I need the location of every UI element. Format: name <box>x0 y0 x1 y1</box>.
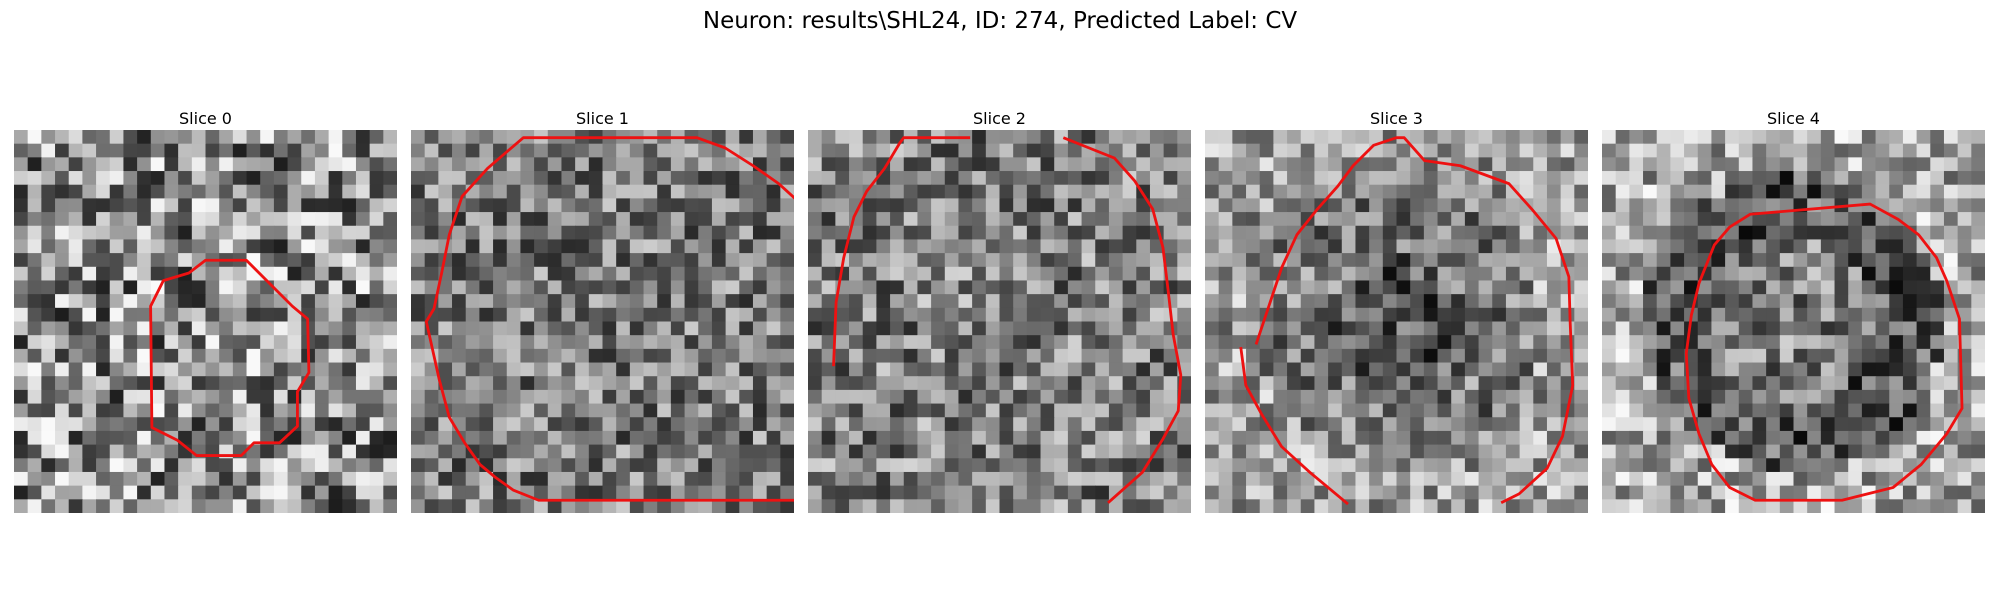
slice-title-1: Slice 1 <box>576 109 629 128</box>
slice-panel-3: Slice 3 <box>1205 108 1588 513</box>
slice-image-2 <box>808 130 1191 513</box>
roi-contour <box>424 136 794 502</box>
slice-title-2: Slice 2 <box>973 109 1026 128</box>
slice-title-0: Slice 0 <box>179 109 232 128</box>
slice-title-3: Slice 3 <box>1370 109 1423 128</box>
slice-image-3 <box>1205 130 1588 513</box>
slice-panel-2: Slice 2 <box>808 108 1191 513</box>
roi-contour <box>832 136 1183 504</box>
slice-panel-4: Slice 4 <box>1602 108 1985 513</box>
roi-contour <box>149 258 311 457</box>
slice-title-4: Slice 4 <box>1767 109 1820 128</box>
slice-image-4 <box>1602 130 1985 513</box>
slice-panel-0: Slice 0 <box>14 108 397 513</box>
slice-panel-1: Slice 1 <box>411 108 794 513</box>
roi-contour <box>1239 136 1575 506</box>
slice-image-0 <box>14 130 397 513</box>
figure-title: Neuron: results\SHL24, ID: 274, Predicte… <box>702 8 1298 34</box>
roi-contour <box>1684 202 1964 502</box>
slice-image-1 <box>411 130 794 513</box>
